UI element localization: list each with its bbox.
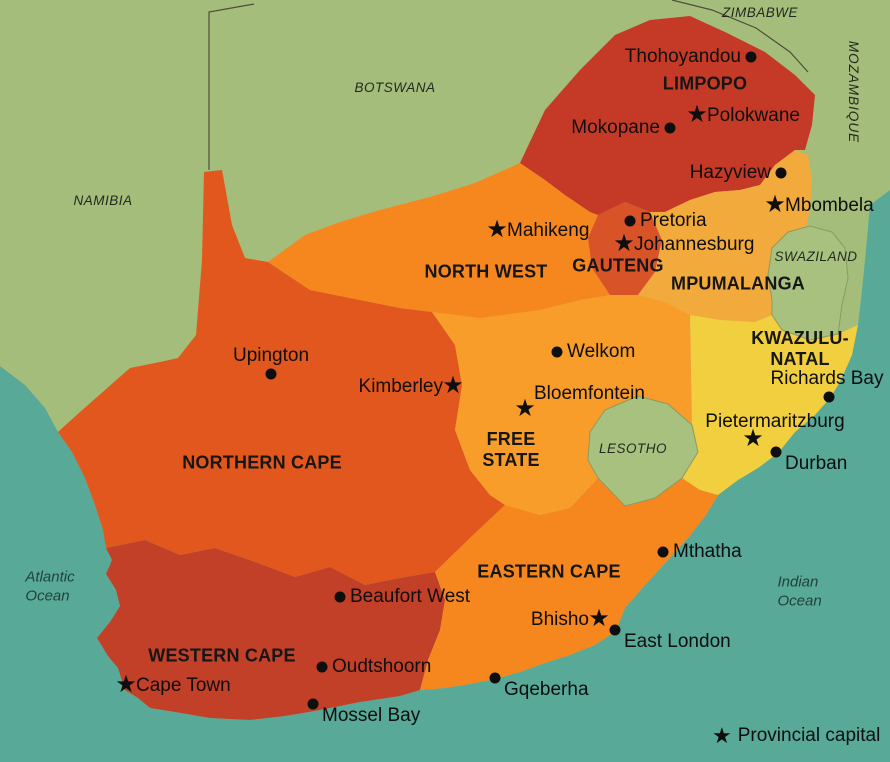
- capital-star-marker-pietermaritzburg: ★: [742, 425, 764, 453]
- city-dot-marker-upington: [265, 368, 277, 380]
- region-kwazulu-natal: [682, 315, 858, 495]
- city-label-oudtshoorn: Oudtshoorn: [332, 656, 432, 678]
- city-label-mbombela: Mbombela: [785, 195, 874, 217]
- province-label-northern-cape: NORTHERN CAPE: [182, 452, 342, 473]
- city-dot-marker-pretoria: [624, 215, 636, 227]
- city-label-johannesburg: Johannesburg: [634, 234, 755, 256]
- city-label-mokopane: Mokopane: [571, 117, 660, 139]
- city-label-durban: Durban: [785, 453, 848, 474]
- star-icon: ★: [712, 723, 732, 748]
- city-dot-marker-mokopane: [664, 122, 676, 134]
- region-limpopo: [520, 16, 815, 215]
- province-label-north-west: NORTH WEST: [424, 261, 548, 282]
- city-dot-marker-beaufort-west: [334, 591, 346, 603]
- province-label-eastern-cape: EASTERN CAPE: [477, 561, 621, 582]
- country-label-namibia: NAMIBIA: [73, 192, 133, 208]
- capital-star-marker-cape-town: ★: [115, 671, 137, 699]
- city-dot-marker-thohoyandou: [745, 51, 757, 63]
- region-northern-cape: [58, 170, 505, 585]
- city-dot-marker-welkom: [551, 346, 563, 358]
- legend-label: Provincial capital: [737, 725, 881, 746]
- city-label-welkom: Welkom: [567, 341, 636, 363]
- province-label-mpumalanga: MPUMALANGA: [671, 273, 805, 294]
- city-dot-marker-mthatha: [657, 546, 669, 558]
- city-label-upington: Upington: [232, 345, 310, 367]
- ocean-label-indian-ocean: Indian Ocean: [777, 573, 822, 609]
- city-label-bloemfontein: Bloemfontein: [534, 383, 645, 405]
- capital-star-marker-bloemfontein: ★: [514, 395, 536, 423]
- capital-star-marker-bhisho: ★: [588, 605, 610, 633]
- city-label-kimberley: Kimberley: [358, 376, 443, 398]
- region-lesotho: [587, 395, 699, 507]
- city-dot-marker-durban: [770, 446, 782, 458]
- ocean-label-atlantic-ocean: Atlantic Ocean: [25, 568, 75, 604]
- city-label-gqeberha: Gqeberha: [504, 679, 589, 700]
- country-label-lesotho: LESOTHO: [598, 440, 668, 456]
- province-label-gauteng: GAUTENG: [572, 255, 664, 276]
- province-label-limpopo: LIMPOPO: [662, 73, 748, 94]
- city-dot-marker-oudtshoorn: [316, 661, 328, 673]
- country-label-zimbabwe: ZIMBABWE: [721, 4, 799, 20]
- capital-star-marker-polokwane: ★: [686, 101, 708, 129]
- city-dot-marker-east-london: [609, 624, 621, 636]
- city-label-mthatha: Mthatha: [673, 541, 742, 563]
- capital-star-marker-johannesburg: ★: [613, 230, 635, 258]
- province-label-free-state: FREE STATE: [482, 428, 540, 470]
- capital-star-marker-kimberley: ★: [442, 372, 464, 400]
- city-dot-marker-mossel-bay: [307, 698, 319, 710]
- capital-star-marker-mahikeng: ★: [486, 216, 508, 244]
- city-label-hazyview: Hazyview: [689, 162, 771, 184]
- city-label-pietermaritzburg: Pietermaritzburg: [705, 411, 845, 433]
- region-eastern-cape: [420, 478, 718, 690]
- city-dot-marker-hazyview: [775, 167, 787, 179]
- namibia-botswana-border-line: [208, 3, 255, 170]
- capital-star-marker-mbombela: ★: [764, 191, 786, 219]
- city-label-cape-town: Cape Town: [136, 675, 231, 697]
- city-label-mahikeng: Mahikeng: [507, 220, 590, 242]
- city-label-pretoria: Pretoria: [640, 210, 707, 232]
- city-label-beaufort-west: Beaufort West: [350, 586, 471, 608]
- city-label-thohoyandou: Thohoyandou: [624, 46, 741, 68]
- region-free-state: [432, 295, 692, 515]
- region-swaziland: [767, 225, 849, 341]
- region-gauteng: [588, 202, 662, 295]
- region-western-cape: [97, 540, 445, 720]
- city-dot-marker-gqeberha: [489, 672, 501, 684]
- city-label-polokwane: Polokwane: [707, 105, 800, 127]
- city-label-bhisho: Bhisho: [530, 609, 589, 631]
- city-dot-marker-richards-bay: [823, 391, 835, 403]
- ocean-area: [0, 190, 890, 762]
- city-label-east-london: East London: [624, 631, 731, 652]
- legend-provincial-capital: ★ Provincial capital: [712, 725, 880, 747]
- province-label-kwazulu-natal: KWAZULU-NATAL: [751, 327, 849, 369]
- region-north-west: [268, 163, 610, 318]
- province-label-western-cape: WESTERN CAPE: [148, 645, 296, 666]
- city-label-richards-bay: Richards Bay: [770, 368, 884, 390]
- city-label-mossel-bay: Mossel Bay: [322, 705, 421, 726]
- country-label-swaziland: SWAZILAND: [774, 248, 858, 264]
- country-label-mozambique: MOZAMBIQUE: [846, 40, 862, 144]
- country-label-botswana: BOTSWANA: [354, 79, 436, 95]
- zimbabwe-mozambique-border-line: [671, 0, 809, 73]
